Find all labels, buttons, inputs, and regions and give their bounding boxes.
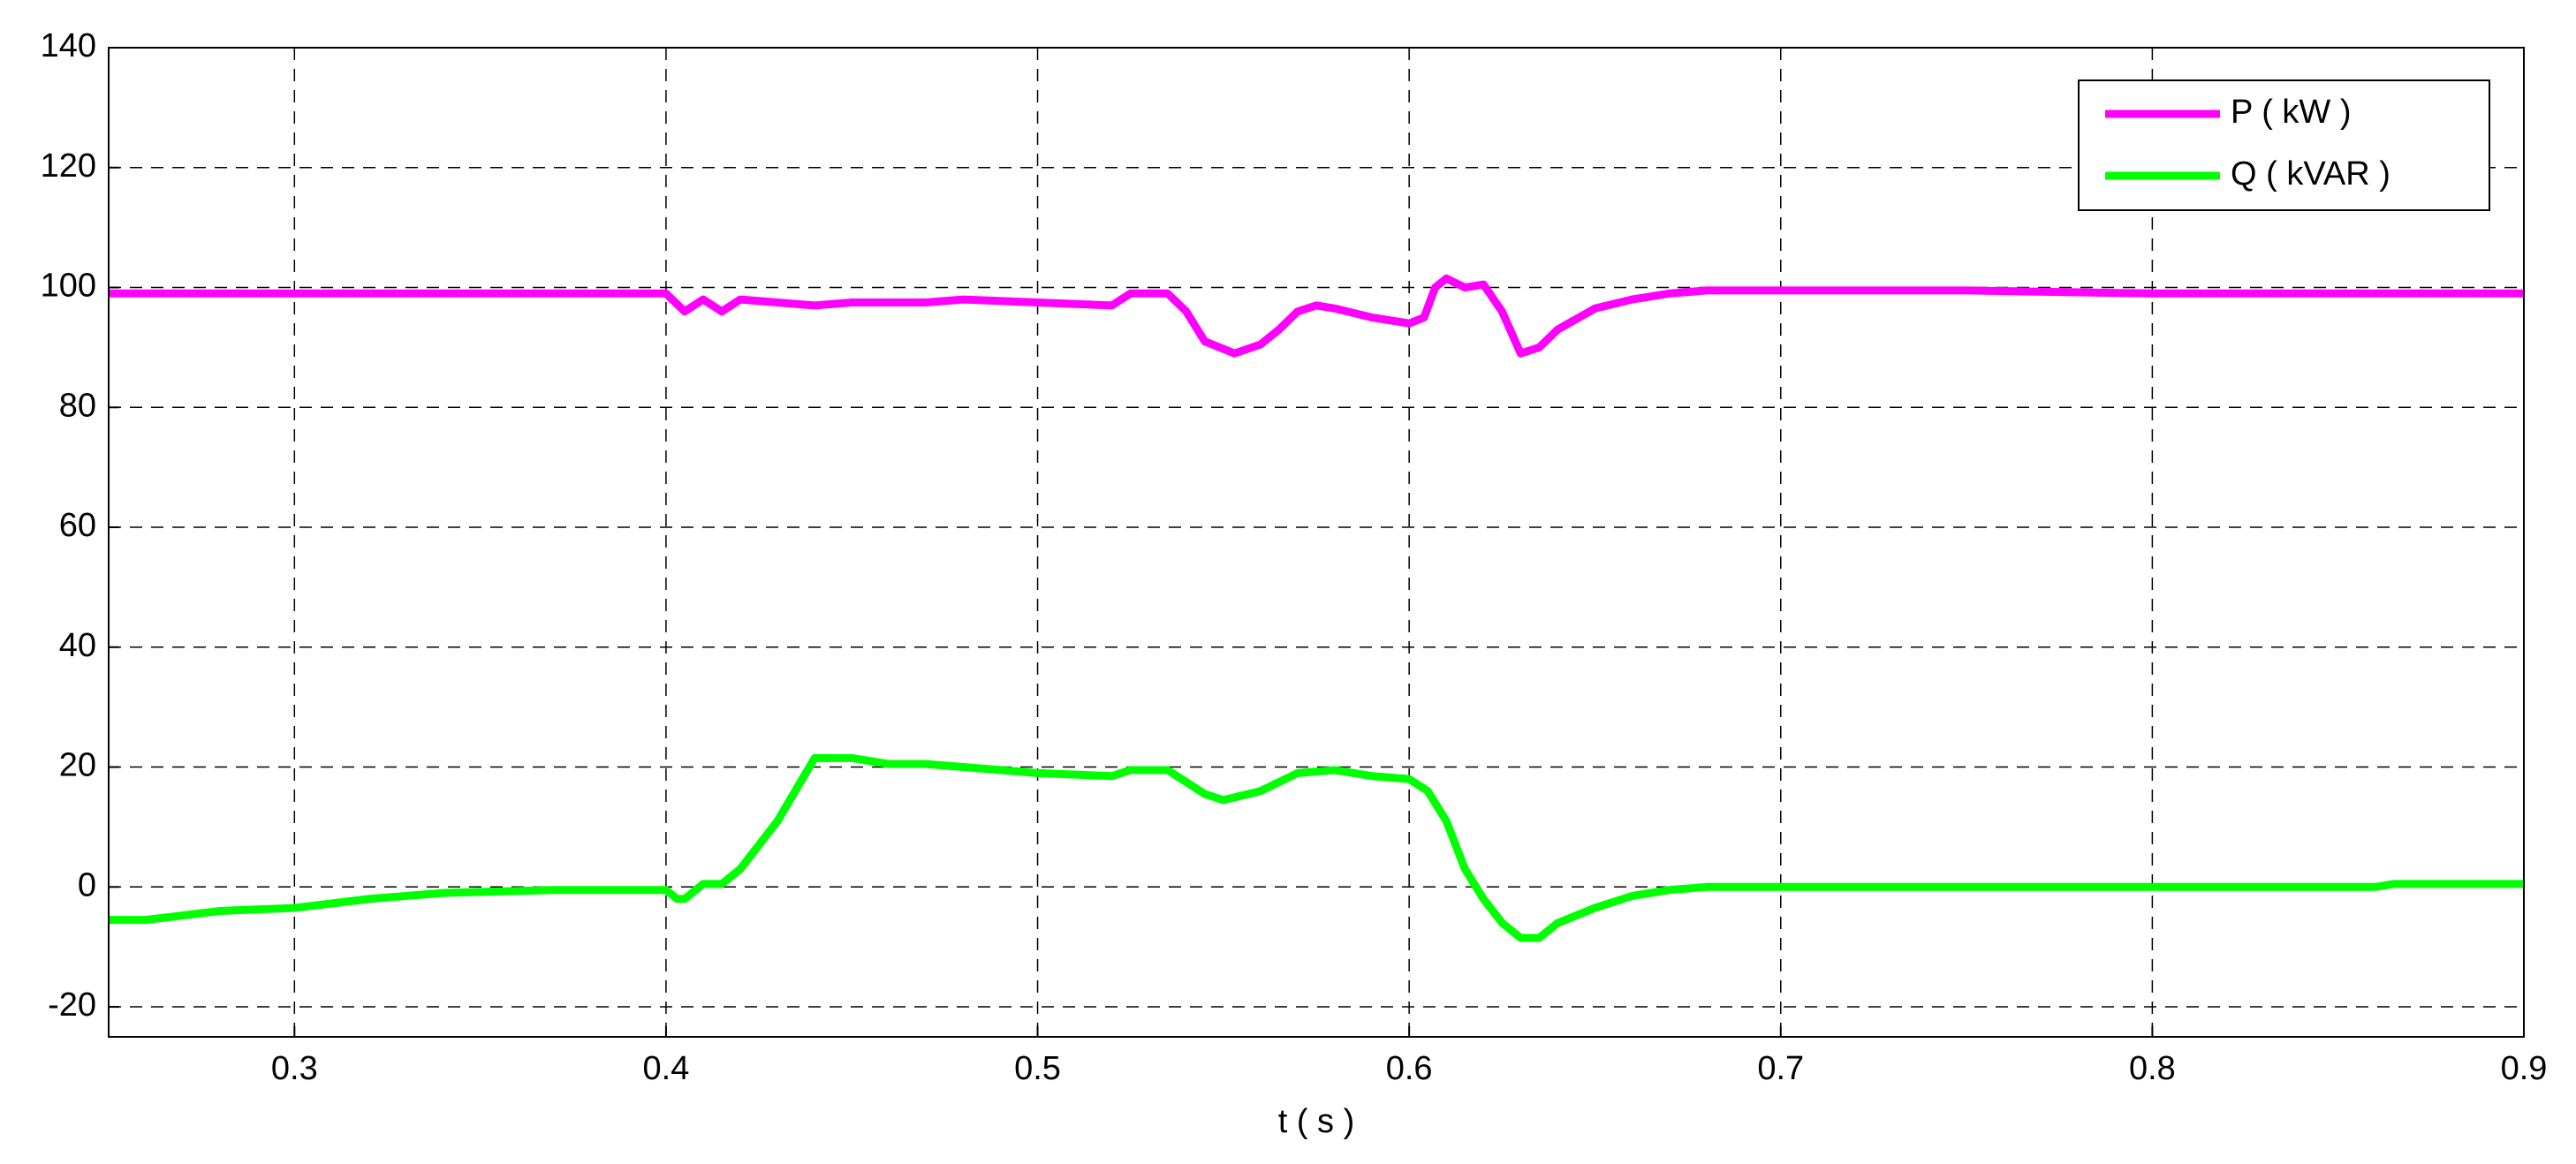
x-tick-label: 0.5 bbox=[1014, 1050, 1061, 1087]
y-tick-label: 20 bbox=[59, 747, 96, 784]
x-tick-label: 0.3 bbox=[271, 1050, 318, 1087]
y-tick-label: 40 bbox=[59, 627, 96, 664]
x-tick-label: 0.9 bbox=[2501, 1050, 2548, 1087]
x-tick-label: 0.4 bbox=[643, 1050, 690, 1087]
data-line bbox=[109, 274, 2524, 358]
y-tick-label: 140 bbox=[41, 27, 96, 64]
y-tick-label: 100 bbox=[41, 268, 96, 305]
y-tick-label: 60 bbox=[59, 507, 96, 544]
x-tick-label: 0.6 bbox=[1386, 1050, 1433, 1087]
legend-box bbox=[2078, 79, 2490, 211]
x-tick-label: 0.8 bbox=[2129, 1050, 2176, 1087]
y-tick-label: 80 bbox=[59, 387, 96, 424]
y-tick-label: -20 bbox=[48, 986, 96, 1024]
y-tick-label: 120 bbox=[41, 147, 96, 185]
data-line bbox=[109, 753, 2524, 942]
plot-area bbox=[109, 48, 2524, 1037]
x-tick-label: 0.7 bbox=[1757, 1050, 1804, 1087]
x-axis-label: t ( s ) bbox=[1278, 1103, 1355, 1140]
y-tick-label: 0 bbox=[78, 866, 96, 903]
legend-label: Q ( kVAR ) bbox=[2231, 155, 2390, 193]
legend-label: P ( kW ) bbox=[2231, 94, 2352, 131]
plot-frame bbox=[108, 47, 2525, 1038]
